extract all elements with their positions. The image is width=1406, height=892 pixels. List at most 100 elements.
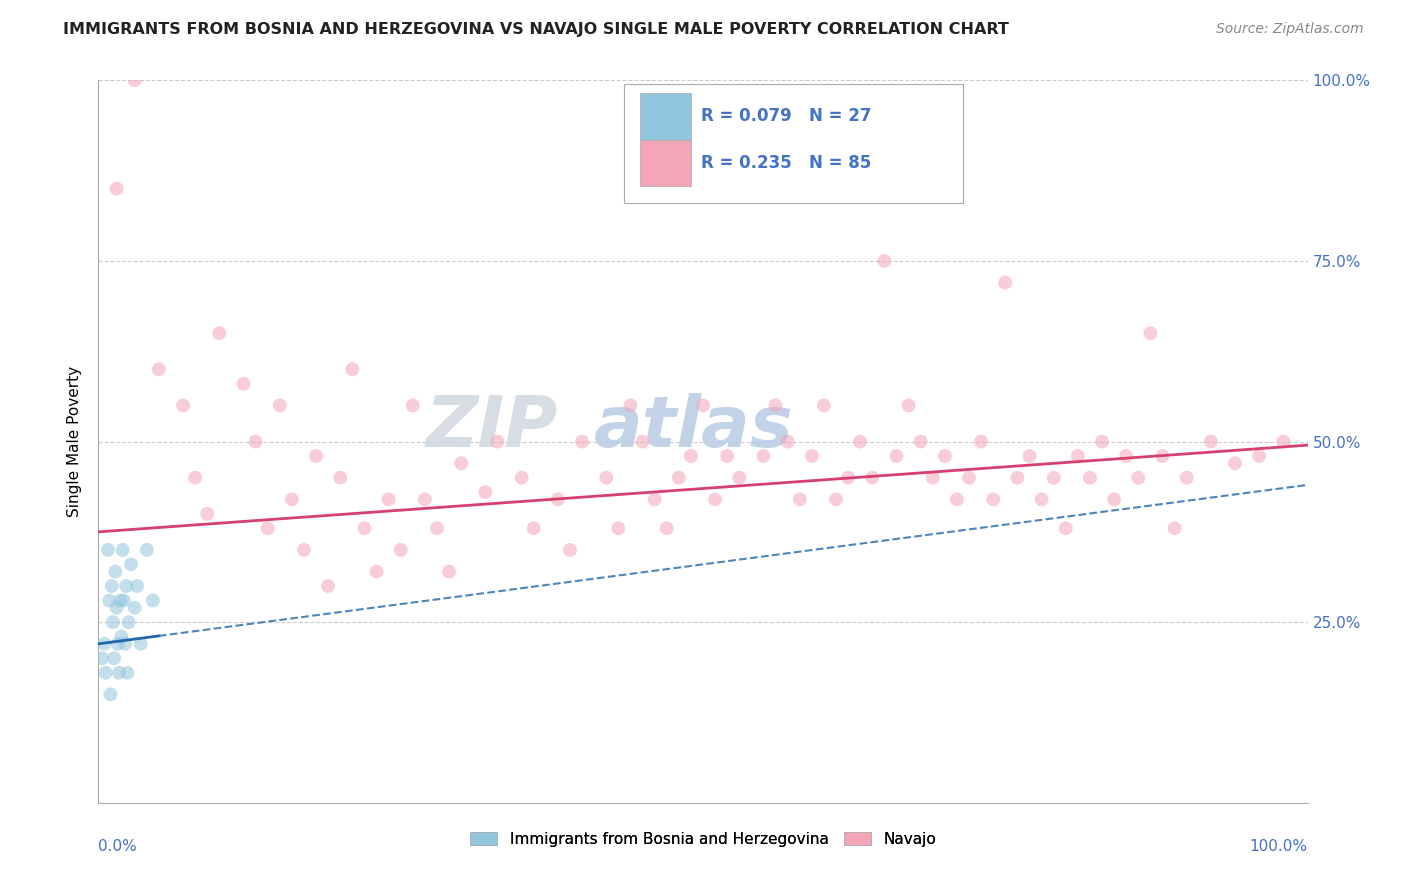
Point: [142, 593, 165, 607]
Point: [1115, 449, 1137, 463]
Point: [281, 492, 304, 507]
Point: [129, 637, 152, 651]
Text: ZIP: ZIP: [426, 392, 558, 461]
FancyBboxPatch shape: [640, 140, 690, 186]
Point: [108, 665, 131, 680]
Point: [934, 449, 956, 463]
Point: [994, 276, 1017, 290]
Point: [981, 492, 1004, 507]
Point: [1018, 449, 1040, 463]
Point: [112, 593, 135, 607]
Point: [195, 507, 218, 521]
Point: [1223, 456, 1246, 470]
Point: [108, 593, 131, 607]
Point: [91, 651, 114, 665]
Point: [644, 492, 666, 507]
Point: [256, 521, 278, 535]
Point: [342, 362, 364, 376]
Point: [120, 558, 142, 572]
Point: [172, 398, 194, 412]
Point: [1007, 471, 1029, 485]
Point: [860, 471, 883, 485]
Point: [93, 637, 115, 651]
Point: [437, 565, 460, 579]
Point: [547, 492, 569, 507]
Point: [329, 471, 352, 485]
Point: [135, 542, 157, 557]
Point: [474, 485, 496, 500]
Point: [897, 398, 920, 412]
Point: [127, 579, 149, 593]
Point: [655, 521, 678, 535]
Y-axis label: Single Male Poverty: Single Male Poverty: [67, 366, 83, 517]
Text: IMMIGRANTS FROM BOSNIA AND HERZEGOVINA VS NAVAJO SINGLE MALE POVERTY CORRELATION: IMMIGRANTS FROM BOSNIA AND HERZEGOVINA V…: [63, 22, 1010, 37]
Point: [765, 398, 787, 412]
Point: [668, 471, 690, 485]
Point: [1163, 521, 1185, 535]
Point: [426, 521, 449, 535]
Text: atlas: atlas: [595, 392, 794, 461]
FancyBboxPatch shape: [624, 84, 963, 203]
Point: [413, 492, 436, 507]
Point: [117, 665, 139, 680]
Point: [789, 492, 811, 507]
Point: [98, 593, 121, 607]
Point: [111, 542, 134, 557]
Point: [704, 492, 727, 507]
Point: [115, 579, 138, 593]
Point: [825, 492, 848, 507]
Point: [1042, 471, 1064, 485]
Point: [389, 542, 412, 557]
Point: [402, 398, 425, 412]
Point: [946, 492, 969, 507]
Point: [104, 565, 127, 579]
Point: [105, 600, 128, 615]
Point: [1152, 449, 1174, 463]
Point: [1078, 471, 1101, 485]
Point: [107, 637, 129, 651]
FancyBboxPatch shape: [640, 94, 690, 139]
Point: [692, 398, 714, 412]
Point: [1031, 492, 1053, 507]
Point: [510, 471, 533, 485]
Point: [97, 542, 120, 557]
Point: [849, 434, 872, 449]
Point: [752, 449, 775, 463]
Point: [232, 376, 254, 391]
Point: [1249, 449, 1271, 463]
Point: [1139, 326, 1161, 341]
Point: [910, 434, 932, 449]
Point: [94, 665, 117, 680]
Point: [353, 521, 375, 535]
Point: [728, 471, 751, 485]
Point: [957, 471, 980, 485]
Point: [366, 565, 388, 579]
Point: [118, 615, 141, 630]
Point: [105, 182, 128, 196]
Point: [148, 362, 170, 376]
Point: [486, 434, 509, 449]
Point: [1128, 471, 1150, 485]
Point: [631, 434, 654, 449]
Point: [1272, 434, 1295, 449]
Point: [292, 542, 315, 557]
Point: [619, 398, 641, 412]
Point: [800, 449, 823, 463]
Point: [101, 615, 124, 630]
Point: [124, 73, 146, 87]
Text: 100.0%: 100.0%: [1250, 838, 1308, 854]
Point: [921, 471, 943, 485]
Text: Source: ZipAtlas.com: Source: ZipAtlas.com: [1216, 22, 1364, 37]
Point: [114, 637, 136, 651]
Point: [103, 651, 125, 665]
Legend: Immigrants from Bosnia and Herzegovina, Navajo: Immigrants from Bosnia and Herzegovina, …: [464, 826, 942, 853]
Text: R = 0.079   N = 27: R = 0.079 N = 27: [700, 107, 872, 126]
Point: [110, 630, 132, 644]
Point: [1054, 521, 1077, 535]
Text: 0.0%: 0.0%: [98, 838, 138, 854]
Point: [100, 579, 122, 593]
Point: [1175, 471, 1198, 485]
Point: [873, 253, 896, 268]
Point: [269, 398, 291, 412]
Point: [1102, 492, 1125, 507]
